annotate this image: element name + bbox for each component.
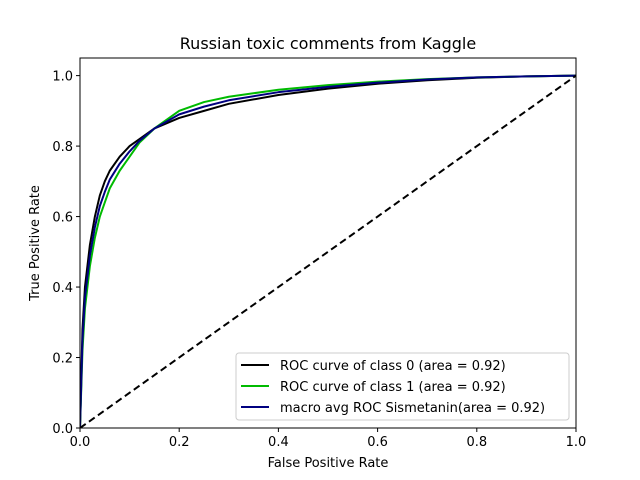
legend-label: ROC curve of class 1 (area = 0.92) <box>280 380 506 395</box>
y-tick-label: 0.4 <box>52 281 73 296</box>
legend-box <box>235 352 570 421</box>
series-layer <box>80 74 576 428</box>
legend-label: macro avg ROC Sismetanin(area = 0.92) <box>280 401 545 416</box>
x-axis-label: False Positive Rate <box>268 456 389 471</box>
y-tick-label: 0.0 <box>52 422 73 437</box>
x-tick-label: 0.4 <box>268 435 289 450</box>
chance-diagonal-line <box>80 74 576 428</box>
plot-area <box>79 57 577 429</box>
y-axis-label: True Positive Rate <box>28 185 43 302</box>
axes-frame <box>79 57 577 429</box>
chart-title: Russian toxic comments from Kaggle <box>180 34 476 53</box>
y-tick-label: 0.2 <box>52 352 73 367</box>
legend-label: ROC curve of class 0 (area = 0.92) <box>280 359 506 374</box>
x-tick-label: 1.0 <box>566 435 587 450</box>
y-tick-label: 0.6 <box>52 211 73 226</box>
roc-series-line-2 <box>80 74 576 428</box>
y-tick-label: 1.0 <box>52 70 73 85</box>
legend: ROC curve of class 0 (area = 0.92) ROC cu… <box>235 352 570 421</box>
x-axis-ticks: 0.0 0.2 0.4 0.6 0.8 1.0 <box>70 428 587 450</box>
y-tick-label: 0.8 <box>52 140 73 155</box>
x-tick-label: 0.6 <box>367 435 388 450</box>
y-axis-ticks: 0.0 0.2 0.4 0.6 0.8 1.0 <box>52 70 80 437</box>
x-tick-label: 0.8 <box>466 435 487 450</box>
x-tick-label: 0.0 <box>70 435 91 450</box>
x-tick-label: 0.2 <box>169 435 190 450</box>
